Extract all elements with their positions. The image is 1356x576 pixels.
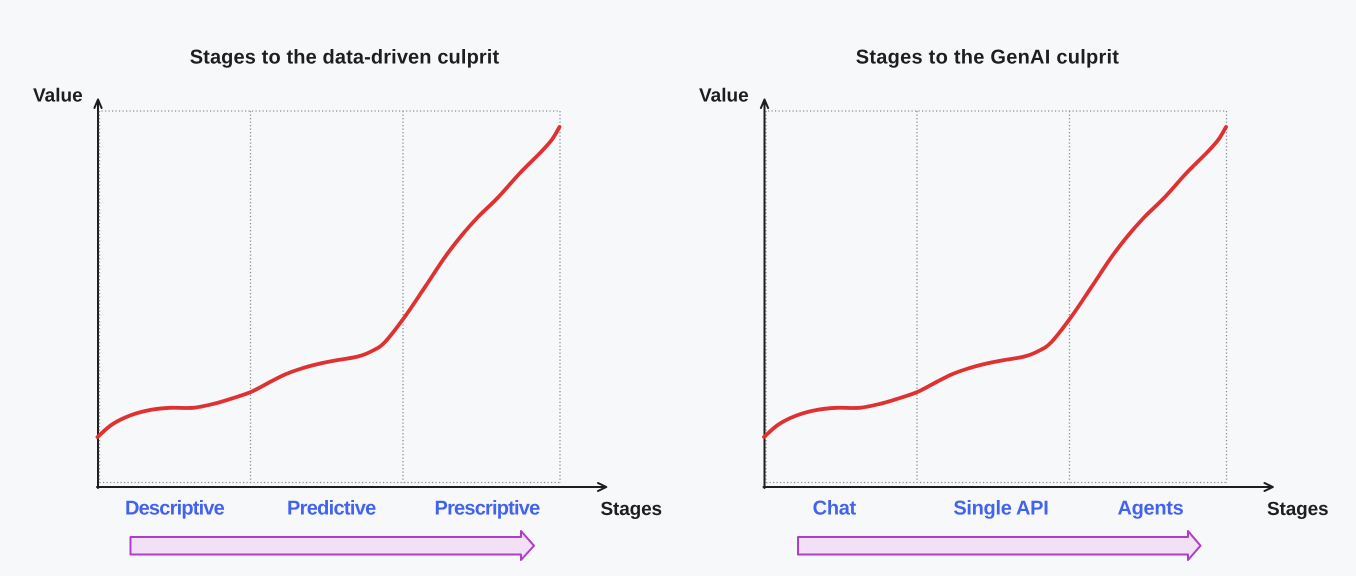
svg-text:Stages to the GenAI culprit: Stages to the GenAI culprit <box>856 47 1120 69</box>
svg-text:Value: Value <box>33 86 83 107</box>
svg-text:Chat: Chat <box>813 498 857 520</box>
svg-text:Value: Value <box>699 86 749 107</box>
svg-text:Stages: Stages <box>601 499 662 520</box>
svg-text:Stages to the data-driven culp: Stages to the data-driven culprit <box>190 47 500 69</box>
svg-text:Stages: Stages <box>1267 499 1328 520</box>
svg-text:Agents: Agents <box>1118 498 1184 520</box>
svg-text:Predictive: Predictive <box>287 498 376 520</box>
svg-text:Prescriptive: Prescriptive <box>435 498 541 520</box>
svg-text:Single API: Single API <box>953 498 1048 520</box>
svg-text:Descriptive: Descriptive <box>125 498 225 520</box>
